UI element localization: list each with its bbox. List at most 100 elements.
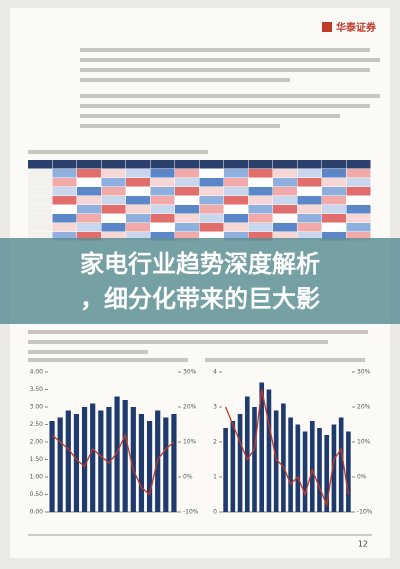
bar <box>90 403 96 512</box>
table-cell <box>175 169 199 178</box>
table-cell <box>101 223 126 232</box>
table-cell <box>224 223 248 232</box>
table-cell <box>150 187 175 196</box>
bar <box>331 424 337 512</box>
table-cell <box>248 196 273 205</box>
y-tick-label: 2.50 <box>30 421 44 428</box>
text-line <box>80 124 280 128</box>
table-cell <box>322 178 346 187</box>
table-cell <box>52 214 77 223</box>
bar <box>324 435 330 512</box>
table-cell <box>199 223 224 232</box>
table-cell <box>28 232 52 241</box>
table-cell <box>297 187 322 196</box>
y2-tick-label: 20% <box>357 404 371 411</box>
text-line <box>80 104 370 108</box>
table-cell <box>199 205 224 214</box>
table-cell <box>175 205 199 214</box>
y-tick-label: 3.50 <box>30 386 44 393</box>
bar <box>266 389 272 512</box>
bar <box>317 428 322 512</box>
bar <box>114 396 120 512</box>
table-cell <box>126 205 150 214</box>
table-cell <box>175 214 199 223</box>
bar <box>302 431 308 512</box>
text-line <box>80 78 290 82</box>
bar <box>65 410 71 512</box>
y-tick-label: 0 <box>213 509 217 516</box>
table-cell <box>101 232 126 241</box>
table-cell <box>150 223 175 232</box>
text-line <box>80 58 380 62</box>
table-cell <box>224 214 248 223</box>
y-tick-label: 2 <box>213 439 217 446</box>
table-cell <box>273 223 297 232</box>
bar <box>130 407 136 512</box>
bar <box>259 382 265 512</box>
text-line <box>28 350 148 354</box>
table-cell <box>77 169 101 178</box>
table-cell <box>297 196 322 205</box>
y2-tick-label: 30% <box>183 369 197 376</box>
table-cell <box>273 178 297 187</box>
y2-tick-label: 10% <box>357 439 371 446</box>
overlay-band <box>0 238 400 324</box>
table-cell <box>77 232 101 241</box>
y-tick-label: 4 <box>213 369 217 376</box>
bar <box>98 410 104 512</box>
bar <box>163 417 169 512</box>
y2-tick-label: -10% <box>357 509 373 516</box>
table-cell <box>199 187 224 196</box>
y-tick-label: 3 <box>213 404 217 411</box>
bar <box>338 417 344 512</box>
y2-tick-label: 20% <box>183 404 197 411</box>
table-cell <box>248 169 273 178</box>
y2-tick-label: 0% <box>183 474 193 481</box>
bar <box>309 421 315 512</box>
overlay-title: ，细分化带来的巨大影 <box>80 285 320 313</box>
bar <box>57 417 63 512</box>
table-cell <box>150 205 175 214</box>
table-cell <box>52 232 77 241</box>
table-cell <box>297 205 322 214</box>
text-line <box>28 150 208 154</box>
table-cell <box>126 196 150 205</box>
overlay-title: 家电行业趋势深度解析 <box>80 250 320 278</box>
table-cell <box>175 232 199 241</box>
table-cell <box>126 223 150 232</box>
bar <box>146 421 153 512</box>
y-tick-label: 0.50 <box>30 491 44 498</box>
bar <box>171 414 177 512</box>
table-cell <box>248 187 273 196</box>
y2-tick-label: -10% <box>183 509 199 516</box>
table-cell <box>150 232 175 241</box>
bar <box>237 414 243 512</box>
table-cell <box>28 205 52 214</box>
table-cell <box>175 160 199 169</box>
table-cell <box>346 214 371 223</box>
table-cell <box>273 187 297 196</box>
table-cell <box>273 214 297 223</box>
table-cell <box>322 214 346 223</box>
table-cell <box>52 169 77 178</box>
line <box>51 433 175 496</box>
bar <box>295 424 301 512</box>
bar <box>346 431 351 512</box>
y-tick-label: 2.00 <box>30 439 44 446</box>
table-cell <box>126 160 150 169</box>
table-cell <box>273 232 297 241</box>
text-line <box>28 358 188 362</box>
table-cell <box>101 160 126 169</box>
table-cell <box>346 232 371 241</box>
table-cell <box>126 187 150 196</box>
table-cell <box>273 205 297 214</box>
table-cell <box>150 169 175 178</box>
bar <box>273 410 279 512</box>
bar <box>73 414 80 512</box>
bar <box>288 417 293 512</box>
table-cell <box>77 160 101 169</box>
table-cell <box>297 178 322 187</box>
table-cell <box>322 223 346 232</box>
table-cell <box>346 169 371 178</box>
